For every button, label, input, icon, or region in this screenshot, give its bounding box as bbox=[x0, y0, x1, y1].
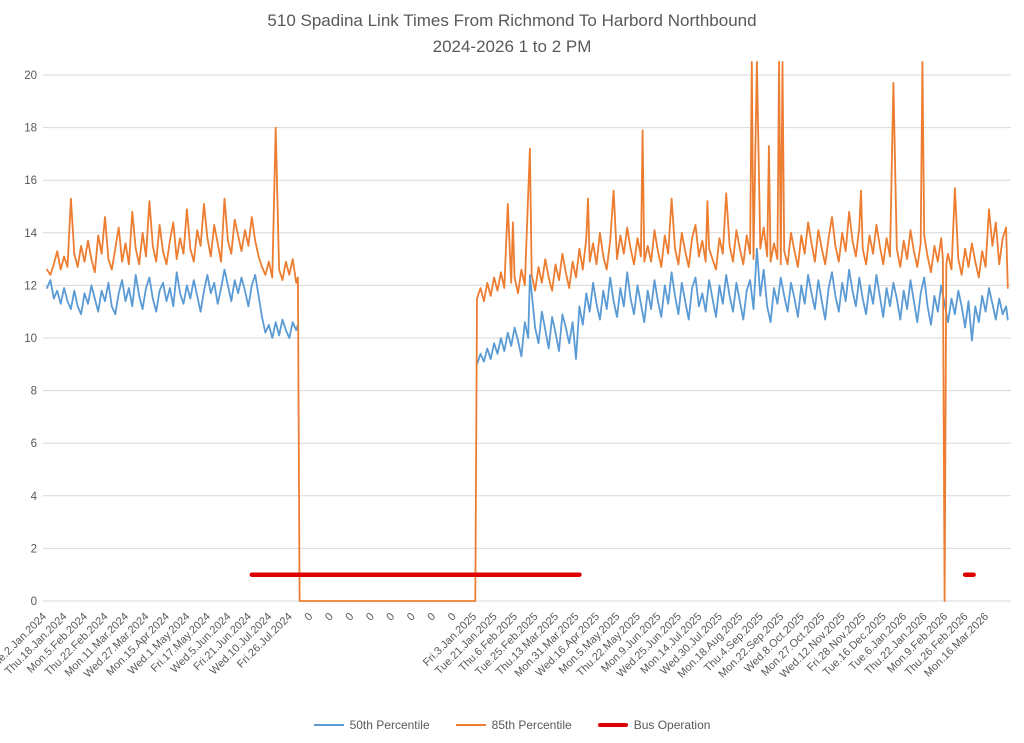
y-tick-label: 18 bbox=[24, 123, 37, 135]
chart-title-line2: 2024-2026 1 to 2 PM bbox=[432, 37, 592, 56]
x-tick-label: 0 bbox=[405, 611, 418, 624]
y-tick-label: 8 bbox=[31, 386, 37, 398]
series-50th-percentile-seg2 bbox=[476, 247, 1009, 366]
x-tick-label: 0 bbox=[303, 611, 316, 624]
y-tick-label: 10 bbox=[24, 333, 37, 345]
y-tick-label: 20 bbox=[24, 70, 37, 82]
legend-swatch-bus-operation bbox=[597, 723, 628, 727]
chart-title: 510 Spadina Link Times From Richmond To … bbox=[0, 8, 1024, 60]
y-tick-label: 14 bbox=[24, 228, 37, 240]
series-50th-percentile bbox=[46, 268, 299, 339]
legend: 50th Percentile 85th Percentile Bus Oper… bbox=[0, 718, 1024, 732]
y-tick-label: 12 bbox=[24, 280, 37, 292]
x-tick-label: 0 bbox=[425, 611, 438, 624]
x-tick-label: 0 bbox=[384, 611, 397, 624]
y-tick-label: 2 bbox=[31, 543, 37, 555]
x-tick-label: 0 bbox=[446, 611, 459, 624]
y-tick-label: 6 bbox=[31, 438, 37, 450]
legend-label-50th-percentile: 50th Percentile bbox=[349, 718, 430, 732]
y-tick-label: 16 bbox=[24, 175, 37, 187]
series-85th-percentile bbox=[46, 61, 1009, 602]
y-tick-label: 0 bbox=[31, 596, 37, 608]
x-tick-label: 0 bbox=[343, 611, 356, 624]
chart-title-line1: 510 Spadina Link Times From Richmond To … bbox=[267, 11, 757, 30]
legend-swatch-50th-percentile bbox=[313, 724, 344, 726]
x-tick-label: 0 bbox=[323, 611, 336, 624]
legend-item-85th-percentile[interactable]: 85th Percentile bbox=[455, 718, 572, 732]
legend-item-50th-percentile[interactable]: 50th Percentile bbox=[313, 718, 430, 732]
x-tick-label: 0 bbox=[364, 611, 377, 624]
legend-item-bus-operation[interactable]: Bus Operation bbox=[597, 718, 711, 732]
legend-label-bus-operation: Bus Operation bbox=[633, 718, 711, 732]
legend-label-85th-percentile: 85th Percentile bbox=[491, 718, 572, 732]
y-tick-label: 4 bbox=[31, 491, 38, 503]
legend-swatch-85th-percentile bbox=[455, 724, 486, 726]
